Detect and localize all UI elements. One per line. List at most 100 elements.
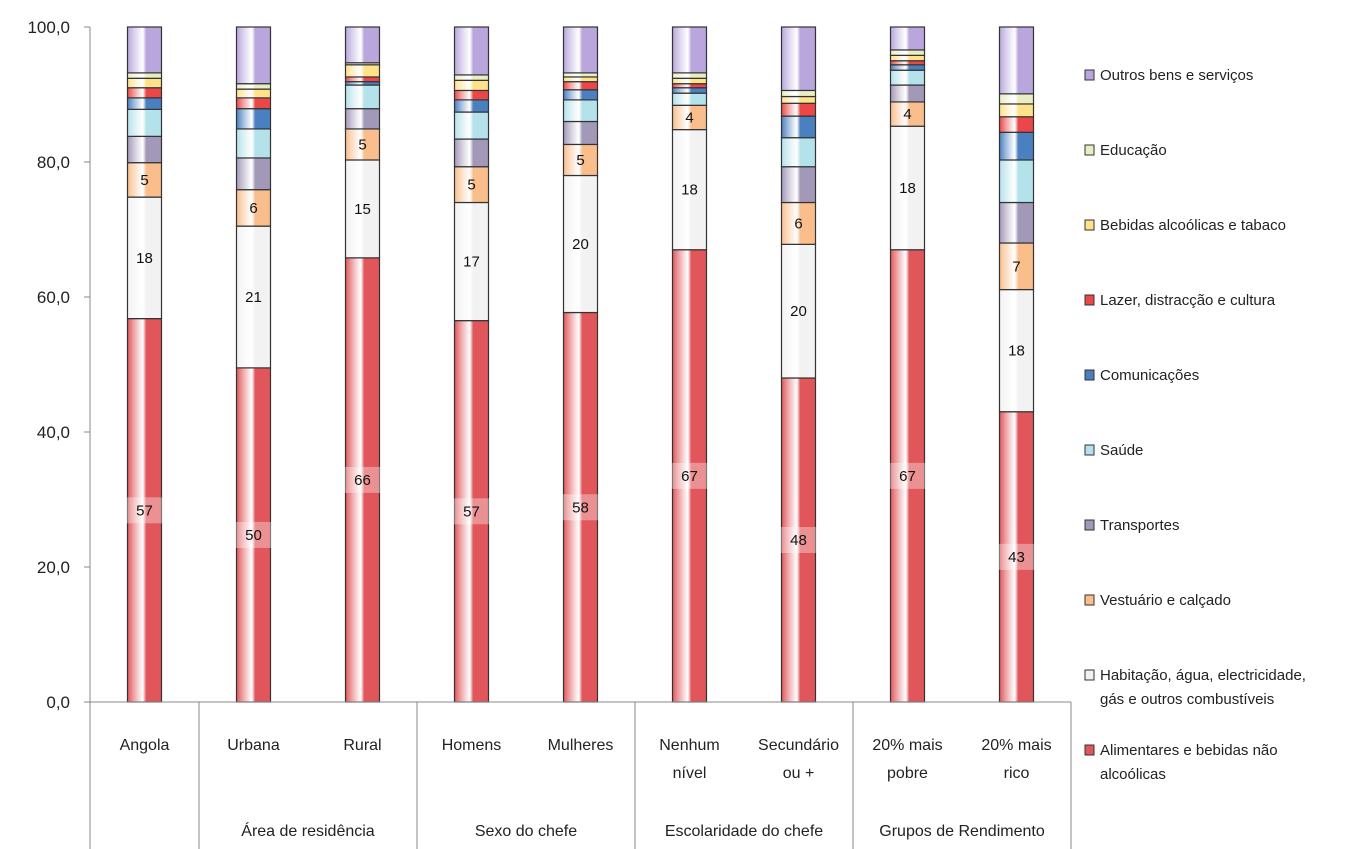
bar-segment: [998, 201, 1035, 244]
category-label: Urbana: [227, 737, 280, 754]
legend-swatch: [1084, 594, 1095, 606]
legend-swatch: [1084, 744, 1095, 756]
category-label: Mulheres: [548, 737, 614, 754]
bar-segment: [453, 138, 490, 168]
legend-label: gás e outros combustíveis: [1100, 691, 1274, 708]
bar-stack: 66 15 5: [344, 26, 381, 703]
legend-swatch: [1084, 219, 1095, 231]
bar-segment: [780, 243, 817, 379]
bar-segment: [562, 120, 599, 146]
legend-swatch: [1084, 444, 1095, 456]
legend-label: Habitação, água, electricidade,: [1100, 667, 1306, 684]
bar-segment: [344, 26, 381, 64]
data-label-bg: [126, 497, 163, 524]
category-label: Homens: [442, 737, 502, 754]
data-label: 17: [463, 254, 480, 271]
legend-label: Comunicações: [1100, 367, 1199, 384]
category-label: Secundário: [758, 737, 839, 754]
bar-segment: [562, 99, 599, 123]
bar-segment: [889, 69, 926, 86]
data-label-bg: [671, 462, 708, 489]
bar-stack: 67 18 4: [889, 26, 926, 703]
bar-stack: 43 18 7: [998, 26, 1035, 703]
data-label-bg: [453, 498, 490, 525]
x-axis: Angola Urbana Rural Homens Mulheres Nenhum nív…: [90, 701, 1072, 849]
category-label: rico: [1004, 765, 1030, 782]
bar-segment: [671, 26, 708, 74]
bar-segment: [235, 225, 272, 369]
data-label: 4: [903, 106, 911, 123]
data-label: 20: [572, 236, 589, 253]
legend-label: Transportes: [1100, 517, 1179, 534]
bar-segment: [889, 64, 926, 71]
bar-segment: [235, 128, 272, 159]
data-label: 43: [1008, 549, 1025, 566]
category-label: 20% mais: [872, 737, 942, 754]
data-label: 5: [140, 172, 148, 189]
group-label: Grupos de Rendimento: [879, 823, 1045, 840]
bar-segment: [780, 102, 817, 117]
data-label: 67: [899, 468, 916, 485]
bar-segment: [344, 76, 381, 83]
legend-swatch: [1084, 369, 1095, 381]
bar-segment: [235, 97, 272, 110]
legend-swatch: [1084, 519, 1095, 531]
data-label: 57: [463, 503, 480, 520]
bar-segment: [344, 128, 381, 161]
bar-segment: [671, 104, 708, 131]
legend-swatch: [1084, 69, 1095, 81]
y-tick-label: 40,0: [37, 423, 70, 442]
legend-swatch: [1084, 294, 1095, 306]
data-label: 4: [685, 109, 693, 126]
bar-segment: [780, 377, 817, 703]
bar-segment: [780, 95, 817, 104]
data-label: 18: [136, 250, 153, 267]
legend-label: Alimentares e bebidas não: [1100, 742, 1278, 759]
bar-segment: [126, 135, 163, 164]
data-label: 67: [681, 468, 698, 485]
data-label: 7: [1012, 258, 1020, 275]
bar-segment: [998, 131, 1035, 161]
legend-label: Vestuário e calçado: [1100, 592, 1231, 609]
bar-segment: [780, 89, 817, 98]
bar-segment: [998, 159, 1035, 204]
data-label-bg: [889, 462, 926, 489]
bar-segment: [126, 72, 163, 79]
bar-segment: [453, 89, 490, 101]
bar-segment: [453, 74, 490, 81]
bar-segment: [344, 159, 381, 259]
legend-swatch: [1084, 144, 1095, 156]
bar-segment: [998, 103, 1035, 118]
bar-segment: [780, 26, 817, 92]
bar-segment: [998, 116, 1035, 133]
bar-segment: [126, 108, 163, 137]
bar-segment: [562, 311, 599, 703]
data-label-bg: [562, 494, 599, 521]
category-label: Nenhum: [659, 737, 719, 754]
bar-segment: [235, 367, 272, 703]
bar-segment: [562, 174, 599, 314]
bar-segment: [453, 201, 490, 322]
data-label: 57: [136, 502, 153, 519]
y-tick-label: 60,0: [37, 288, 70, 307]
bar-segment: [453, 79, 490, 92]
bar-segment: [235, 108, 272, 130]
y-tick-label: 20,0: [37, 558, 70, 577]
bar-segment: [453, 26, 490, 76]
bar-segment: [671, 249, 708, 703]
category-label: nível: [673, 765, 707, 782]
bar-segment: [344, 84, 381, 110]
bar-segment: [344, 64, 381, 78]
bar-segment: [998, 26, 1035, 95]
data-label: 18: [899, 180, 916, 197]
data-label: 48: [790, 532, 807, 549]
bar-segment: [453, 99, 490, 113]
legend-label: alcoólicas: [1100, 766, 1166, 783]
bars: 5718550216661555717558205671844820667184…: [126, 26, 1035, 703]
bar-segment: [126, 97, 163, 110]
category-label: pobre: [887, 765, 928, 782]
bar-segment: [453, 111, 490, 140]
y-tick-label: 80,0: [37, 153, 70, 172]
bar-segment: [235, 157, 272, 191]
